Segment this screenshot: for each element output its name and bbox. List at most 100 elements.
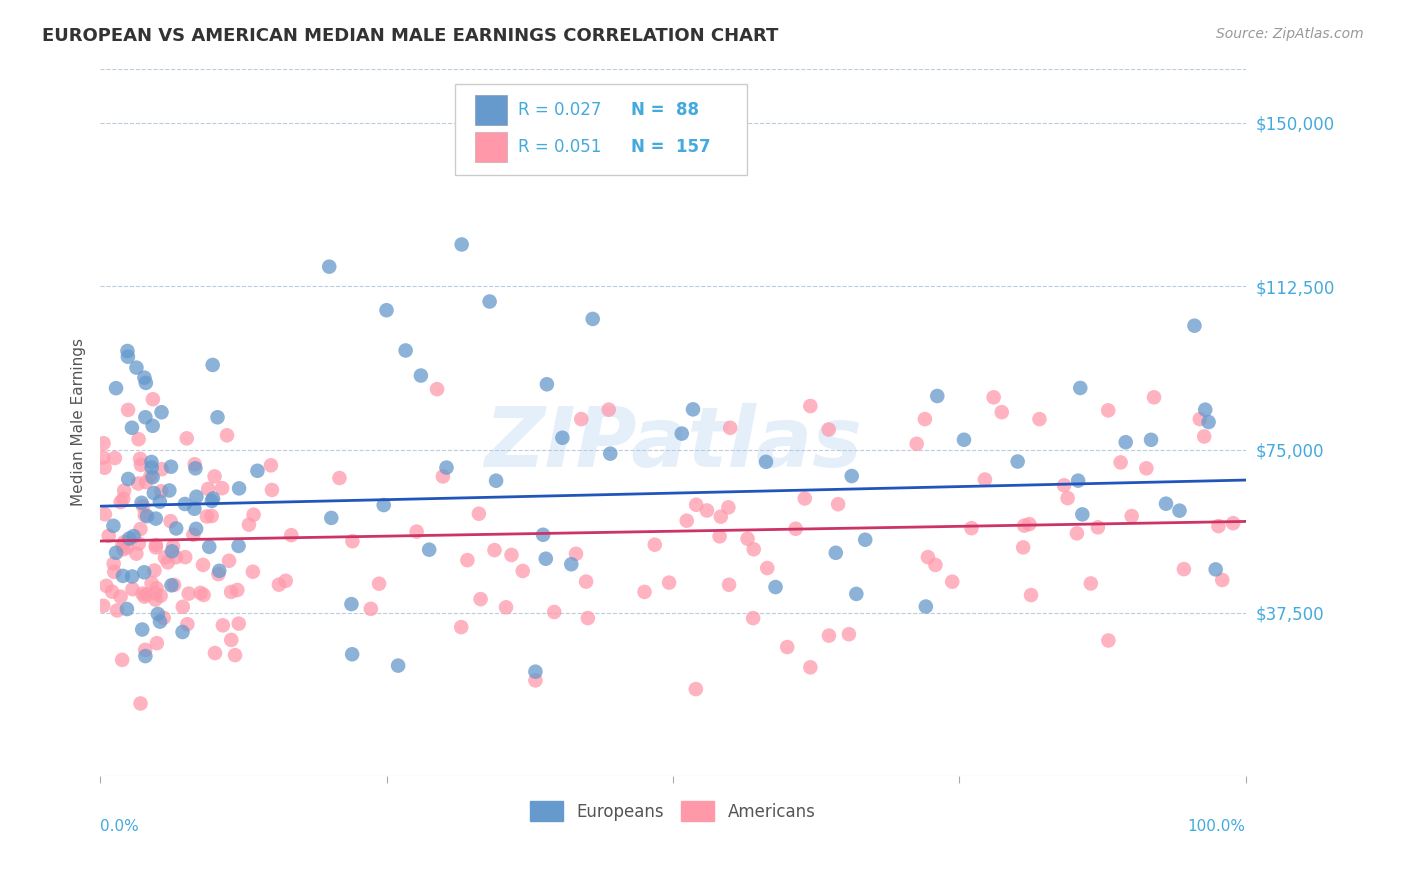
Americans (432, 469, 454, 483)
Americans (983, 390, 1005, 404)
Americans (228, 616, 250, 631)
Americans (1211, 573, 1233, 587)
Americans (162, 540, 184, 554)
Americans (1066, 526, 1088, 541)
Text: 100.0%: 100.0% (1188, 819, 1246, 834)
Europeans (201, 494, 224, 508)
Americans (94, 508, 117, 522)
Americans (569, 412, 592, 426)
Europeans (1069, 381, 1091, 395)
Europeans (207, 410, 229, 425)
Americans (135, 475, 157, 489)
Americans (267, 577, 290, 591)
Europeans (134, 649, 156, 664)
Americans (470, 592, 492, 607)
Americans (105, 603, 128, 617)
Europeans (136, 509, 159, 524)
Europeans (841, 469, 863, 483)
Americans (219, 585, 242, 599)
Europeans (1184, 318, 1206, 333)
Europeans (198, 540, 221, 554)
Europeans (184, 461, 207, 475)
Americans (183, 458, 205, 472)
Americans (224, 648, 246, 662)
Americans (132, 500, 155, 514)
Americans (838, 627, 860, 641)
Americans (96, 579, 118, 593)
Europeans (115, 602, 138, 616)
Americans (1012, 541, 1035, 555)
Americans (718, 421, 741, 435)
Americans (177, 586, 200, 600)
Americans (211, 481, 233, 495)
Americans (174, 550, 197, 565)
Americans (799, 660, 821, 674)
Europeans (914, 599, 936, 614)
FancyBboxPatch shape (475, 132, 506, 162)
Americans (280, 528, 302, 542)
Americans (512, 564, 534, 578)
Europeans (228, 481, 250, 495)
Americans (710, 509, 733, 524)
Europeans (160, 544, 183, 558)
Americans (1028, 412, 1050, 426)
Text: R = 0.051: R = 0.051 (519, 138, 602, 156)
Europeans (145, 511, 167, 525)
Europeans (1198, 415, 1220, 429)
Americans (201, 509, 224, 524)
Americans (112, 491, 135, 506)
Americans (799, 399, 821, 413)
Europeans (149, 494, 172, 508)
Americans (565, 547, 588, 561)
Americans (197, 482, 219, 496)
Americans (145, 581, 167, 595)
Americans (134, 508, 156, 523)
Americans (1109, 455, 1132, 469)
Europeans (418, 542, 440, 557)
Americans (685, 682, 707, 697)
Americans (219, 632, 242, 647)
Europeans (134, 370, 156, 384)
Americans (91, 599, 114, 613)
FancyBboxPatch shape (456, 84, 748, 175)
Americans (145, 592, 167, 607)
Europeans (340, 597, 363, 611)
Americans (152, 611, 174, 625)
Americans (468, 507, 491, 521)
Europeans (599, 447, 621, 461)
Europeans (524, 665, 547, 679)
Americans (191, 558, 214, 572)
Europeans (150, 405, 173, 419)
Americans (142, 392, 165, 407)
Europeans (536, 377, 558, 392)
Americans (242, 508, 264, 522)
Europeans (682, 402, 704, 417)
Americans (1080, 576, 1102, 591)
Americans (1012, 518, 1035, 533)
Americans (1121, 509, 1143, 524)
Americans (495, 600, 517, 615)
Americans (1097, 633, 1119, 648)
Americans (149, 589, 172, 603)
Americans (156, 555, 179, 569)
Europeans (142, 486, 165, 500)
Americans (121, 582, 143, 597)
Americans (941, 574, 963, 589)
Europeans (340, 647, 363, 661)
Europeans (394, 343, 416, 358)
Americans (129, 522, 152, 536)
Americans (111, 653, 134, 667)
Americans (159, 514, 181, 528)
Americans (91, 450, 114, 465)
Americans (127, 476, 149, 491)
Americans (150, 484, 173, 499)
Americans (211, 618, 233, 632)
Europeans (375, 303, 398, 318)
Americans (576, 611, 599, 625)
Europeans (105, 381, 128, 395)
Europeans (321, 511, 343, 525)
Europeans (160, 459, 183, 474)
Europeans (1007, 454, 1029, 468)
Europeans (103, 518, 125, 533)
Europeans (165, 521, 187, 535)
